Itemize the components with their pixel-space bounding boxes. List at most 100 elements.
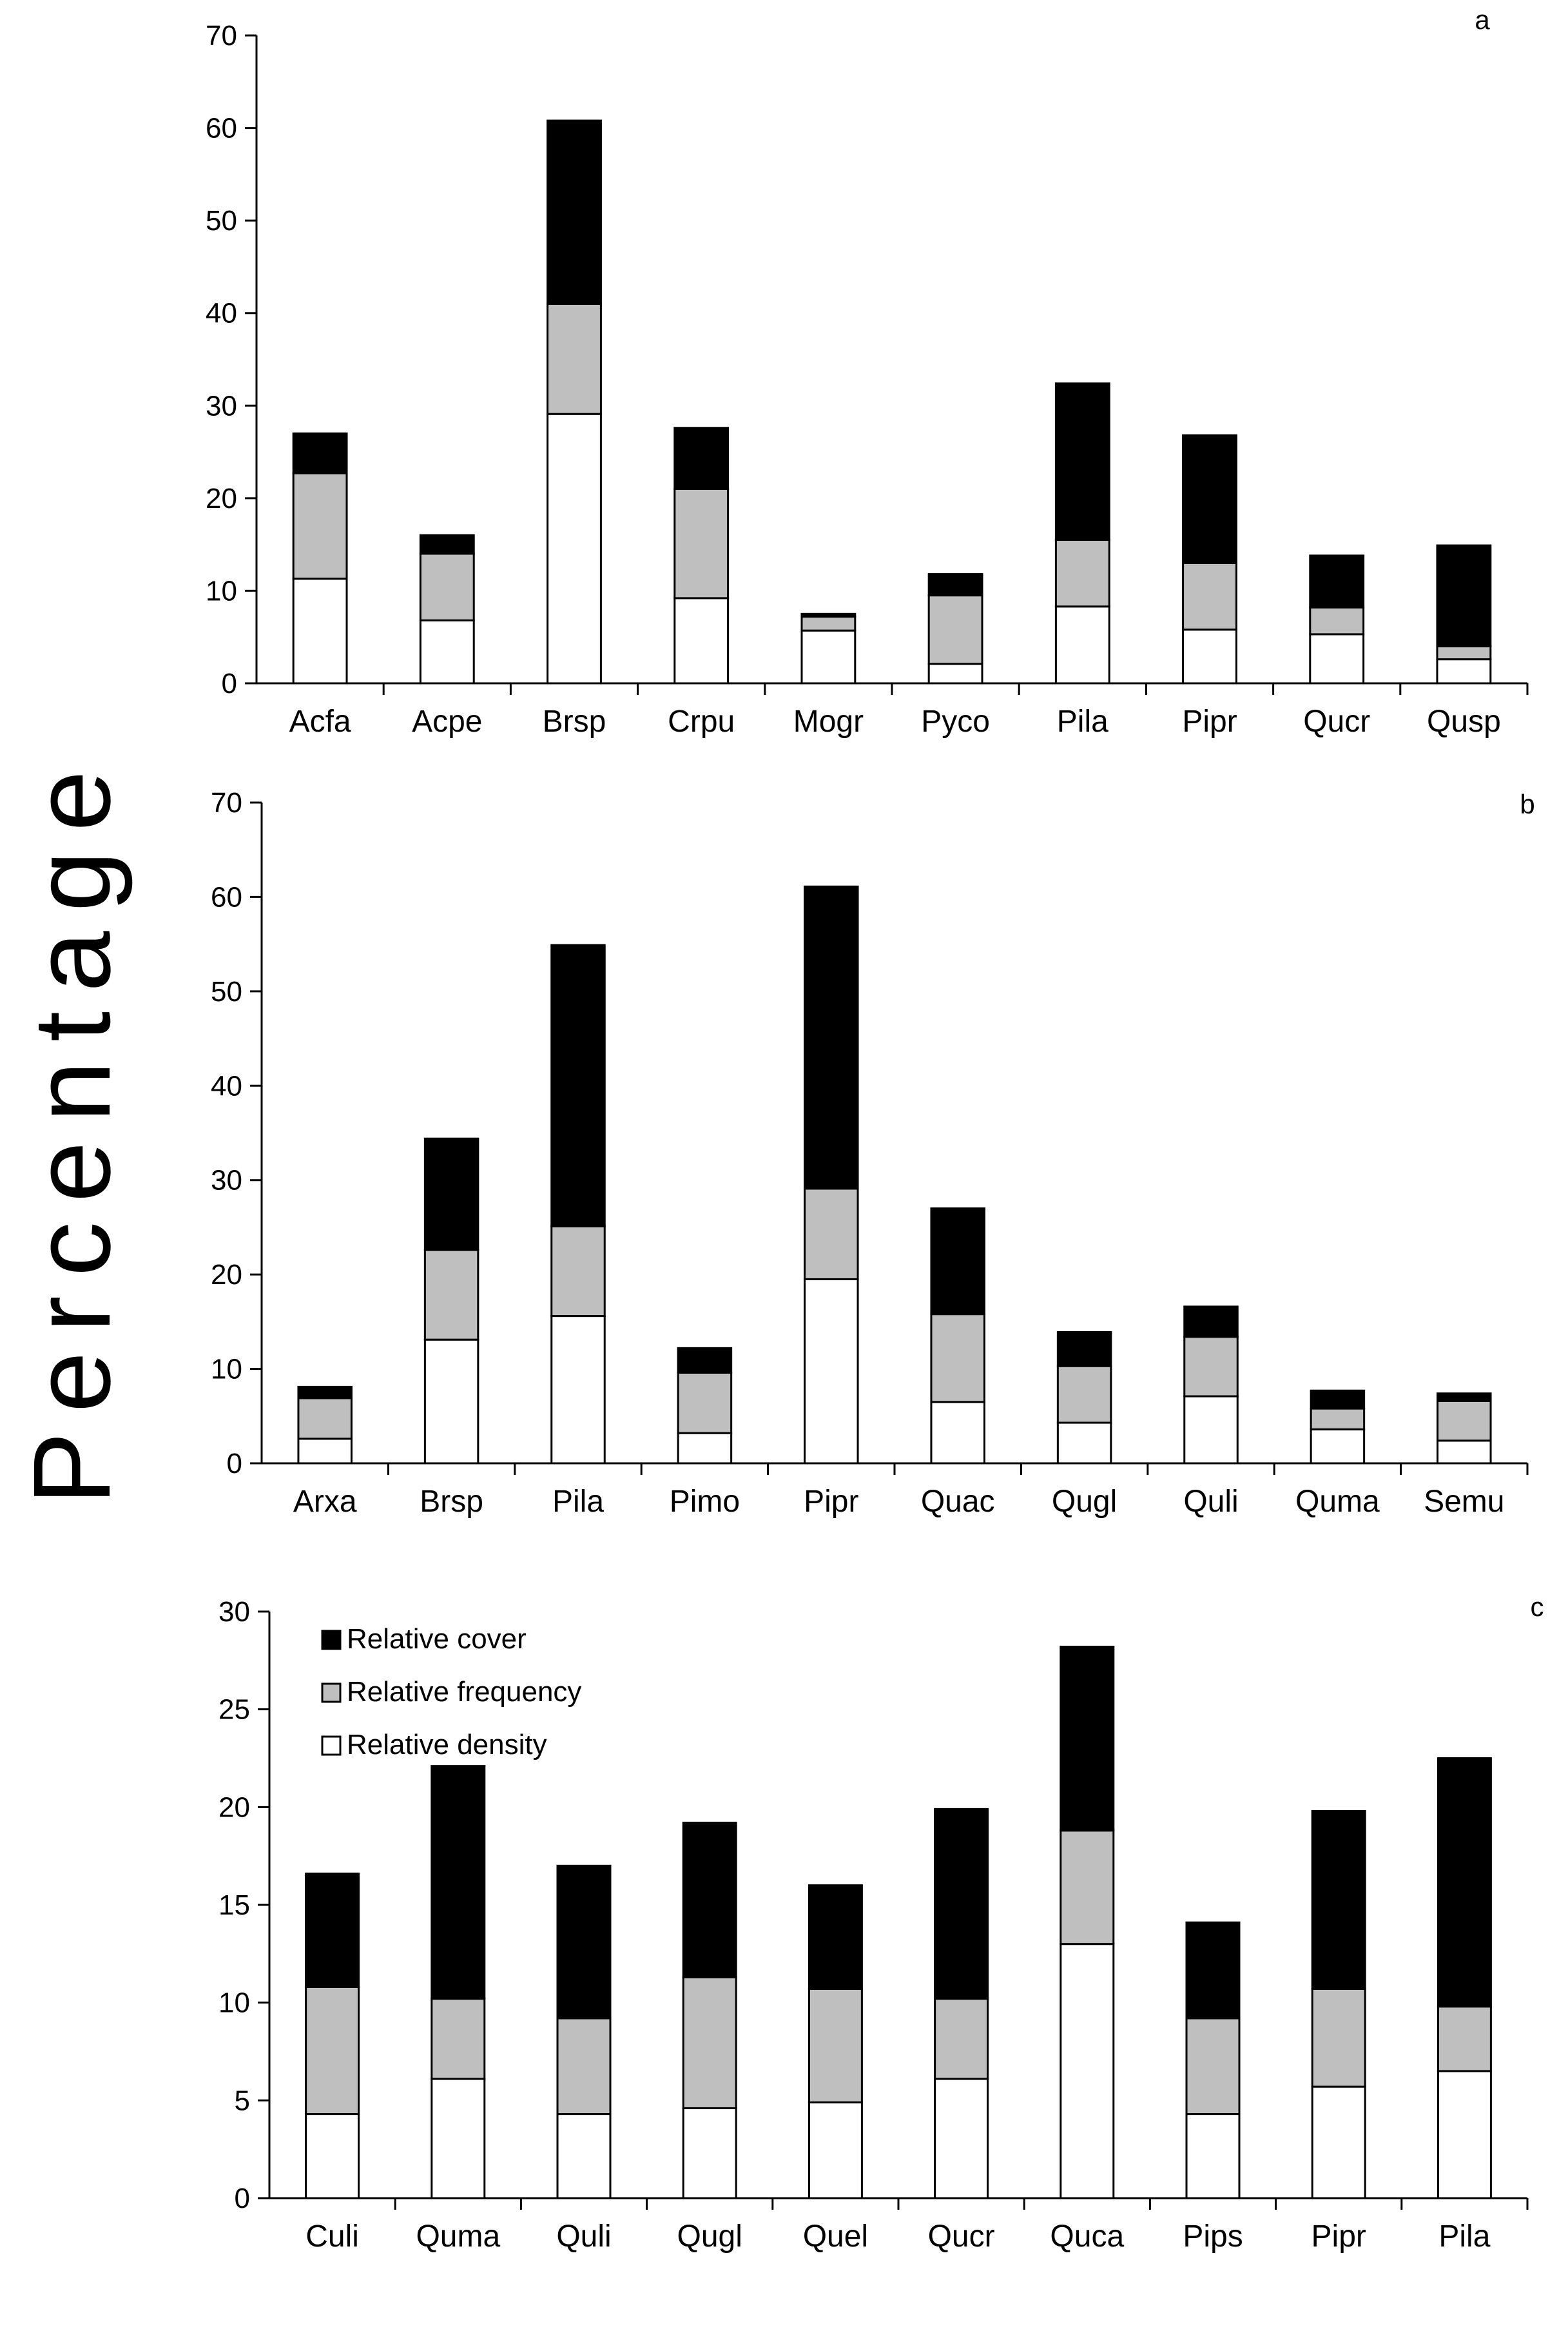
bar-relative-frequency-culi: [305, 1985, 360, 2116]
bar-relative-cover-pips: [1185, 1921, 1241, 2020]
bar-relative-cover-pila: [550, 944, 606, 1227]
legend-label: Relative density: [347, 1729, 547, 1760]
y-tick-label: 15: [218, 1889, 250, 1921]
bar-relative-cover-pipr: [804, 885, 859, 1190]
bar-relative-cover-acpe: [419, 534, 475, 555]
bar-relative-density-pila: [550, 1315, 606, 1465]
bar-relative-frequency-pipr: [1311, 1987, 1366, 2088]
bar-relative-cover-culi: [305, 1872, 360, 1988]
bar-relative-density-mogr: [800, 629, 857, 685]
x-tick-label: Brsp: [543, 705, 606, 739]
x-tick-label: Qusp: [1427, 705, 1501, 739]
bar-relative-cover-qucr: [934, 1808, 989, 2000]
bar-relative-cover-arxa: [297, 1385, 353, 1399]
x-tick-label: Quma: [416, 2219, 500, 2254]
bar-relative-frequency-quma: [431, 1998, 486, 2080]
panel-letter: c: [1531, 1592, 1544, 1622]
bar-relative-frequency-qugl: [1056, 1365, 1112, 1424]
y-tick-label: 50: [211, 976, 242, 1008]
bar-relative-frequency-qugl: [682, 1976, 737, 2109]
bar-relative-frequency-pipr: [804, 1187, 859, 1280]
bar-relative-density-qucr: [934, 2078, 989, 2199]
bar-relative-cover-pimo: [677, 1347, 733, 1374]
x-tick-label: Crpu: [668, 705, 735, 739]
bar-relative-cover-mogr: [800, 612, 857, 618]
x-tick-label: Pipr: [804, 1485, 858, 1519]
bar-relative-density-pila: [1437, 2070, 1492, 2199]
bar-relative-density-pimo: [677, 1432, 733, 1465]
y-tick-label: 0: [222, 668, 237, 699]
bar-relative-cover-qucr: [1309, 554, 1365, 609]
bar-relative-frequency-pyco: [927, 594, 983, 665]
bar-relative-cover-acfa: [292, 432, 348, 474]
legend-label: Relative frequency: [347, 1676, 581, 1708]
bar-relative-frequency-qucr: [934, 1998, 989, 2080]
legend-swatch-relative-frequency: [321, 1682, 342, 1703]
panel-b: 0 10 20 30 40 50 60 70 b Arxa Brsp Pila Pimo Pipr Quac…: [211, 787, 1535, 1519]
bar-relative-density-quma: [1310, 1428, 1366, 1465]
bar-relative-density-pipr: [804, 1278, 859, 1465]
bar-relative-frequency-quac: [930, 1313, 985, 1403]
y-tick-label: 0: [227, 1448, 242, 1479]
bar-relative-cover-quli: [1183, 1305, 1239, 1338]
bar-relative-density-pipr: [1311, 2085, 1366, 2199]
x-tick-label: Mogr: [793, 705, 864, 739]
bar-relative-cover-brsp: [547, 119, 602, 305]
x-tick-label: Pila: [1438, 2219, 1490, 2254]
bar-relative-frequency-arxa: [297, 1397, 353, 1440]
bar-relative-cover-quma: [1310, 1389, 1366, 1410]
bar-relative-density-quma: [431, 2078, 486, 2199]
bar-relative-frequency-qusp: [1436, 645, 1492, 661]
x-tick-label: Acfa: [289, 705, 351, 739]
bar-relative-density-acfa: [292, 578, 348, 685]
x-tick-label: Qucr: [1303, 705, 1370, 739]
panel-a: 0 10 20 30 40 50 60 70 a Acfa Acpe Brsp Crpu Mogr Pyco…: [206, 5, 1529, 739]
y-tick-label: 25: [218, 1694, 250, 1726]
bar-relative-density-quca: [1060, 1943, 1115, 2199]
y-tick-label: 20: [206, 483, 237, 514]
panel-letter: a: [1475, 5, 1490, 35]
bar-relative-cover-pila: [1054, 382, 1110, 541]
bar-relative-density-qusp: [1436, 658, 1492, 685]
bar-relative-density-qugl: [1056, 1421, 1112, 1465]
x-tick-label: Quma: [1295, 1485, 1380, 1519]
bar-relative-frequency-quca: [1060, 1829, 1115, 1945]
bar-relative-cover-pila: [1437, 1757, 1492, 2008]
y-tick-label: 70: [206, 20, 237, 52]
bar-relative-cover-pipr: [1311, 1809, 1366, 1990]
y-tick-label: 40: [206, 298, 237, 329]
y-tick-label: 60: [211, 881, 242, 913]
bar-relative-frequency-pips: [1185, 2017, 1241, 2116]
bar-relative-cover-pipr: [1182, 434, 1237, 564]
x-tick-label: Quac: [921, 1485, 995, 1519]
y-tick-label: 70: [211, 787, 242, 819]
x-tick-label: Semu: [1424, 1485, 1504, 1519]
bar-relative-cover-qugl: [1056, 1330, 1112, 1367]
x-tick-label: Quca: [1050, 2219, 1124, 2254]
bar-relative-cover-brsp: [423, 1137, 479, 1251]
bar-relative-cover-quca: [1060, 1646, 1115, 1832]
y-tick-label: 10: [206, 575, 237, 607]
bar-relative-frequency-brsp: [547, 302, 602, 415]
y-axis-label: Percentage: [11, 751, 133, 1505]
bar-relative-cover-semu: [1437, 1392, 1492, 1402]
y-tick-label: 40: [211, 1070, 242, 1102]
x-tick-label: Pila: [1057, 705, 1108, 739]
panel-c: 0 5 10 15 20 25 30 c Culi Quma Quli Qugl Quel Qucr Quc…: [218, 1592, 1544, 2254]
bar-relative-cover-crpu: [673, 427, 730, 490]
bar-relative-density-semu: [1437, 1439, 1492, 1465]
x-tick-label: Qucr: [928, 2219, 995, 2254]
bar-relative-cover-quac: [930, 1207, 985, 1316]
bar-relative-density-pyco: [927, 663, 983, 685]
y-tick-label: 30: [206, 390, 237, 422]
y-tick-label: 20: [218, 1791, 250, 1823]
x-tick-label: Pimo: [670, 1485, 740, 1519]
x-tick-label: Pipr: [1182, 705, 1237, 739]
bar-relative-frequency-brsp: [423, 1249, 479, 1341]
y-tick-label: 20: [211, 1259, 242, 1291]
bar-relative-density-brsp: [423, 1338, 479, 1465]
legend-label: Relative cover: [347, 1623, 527, 1655]
x-tick-label: Pipr: [1312, 2219, 1366, 2254]
bar-relative-density-crpu: [673, 597, 730, 685]
